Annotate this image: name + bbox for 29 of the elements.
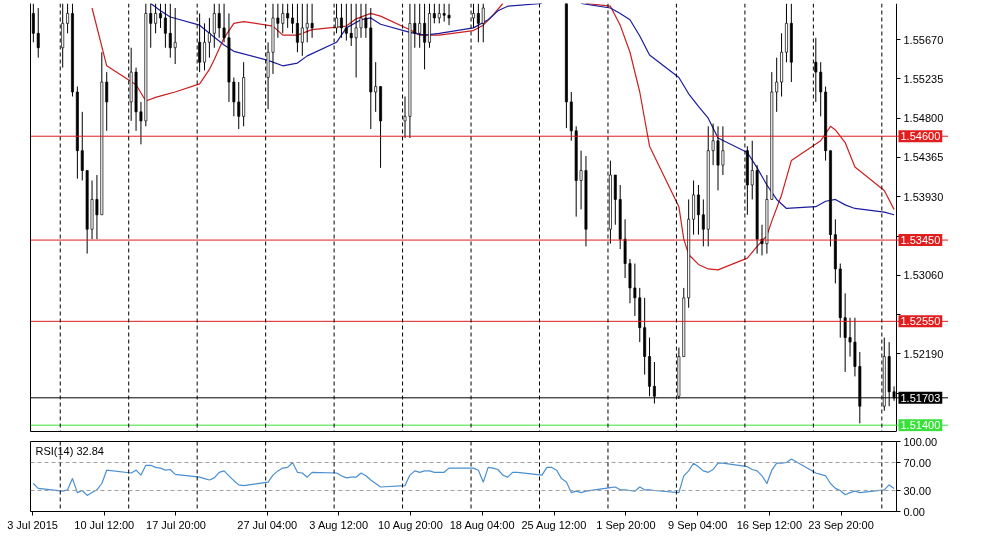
- x-tick-label: 9 Sep 04:00: [667, 518, 728, 531]
- ref-line-label: 1.52550: [900, 315, 941, 328]
- x-tick-label: 16 Sep 12:00: [736, 518, 803, 531]
- y-tick-label: 1.53060: [903, 269, 944, 282]
- y-tick-label: 100.00: [903, 435, 938, 448]
- x-tick-label: 3 Jul 2015: [7, 518, 58, 531]
- x-tick-label: 10 Aug 20:00: [378, 518, 443, 531]
- x-tick-label: 17 Jul 20:00: [146, 518, 206, 531]
- y-tick-label: 0.00: [903, 505, 925, 518]
- y-tick-label: 30.00: [903, 484, 932, 497]
- x-tick-label: 1 Sep 20:00: [596, 518, 656, 531]
- y-tick-label: 1.55670: [903, 33, 944, 46]
- ref-line-label: 1.54600: [900, 130, 941, 143]
- ref-line-label: 1.53450: [900, 234, 941, 247]
- y-tick-label: 1.55235: [903, 72, 944, 85]
- x-tick-label: 10 Jul 12:00: [74, 518, 135, 531]
- x-tick-label: 18 Aug 04:00: [449, 518, 515, 531]
- y-tick-label: 70.00: [903, 456, 932, 469]
- x-tick-label: 3 Aug 12:00: [309, 518, 369, 531]
- chart-title: RSI(14) 32.84: [35, 444, 104, 457]
- ref-line-label: 1.51400: [900, 419, 941, 432]
- y-tick-label: 1.54800: [903, 112, 944, 125]
- y-tick-label: 1.52190: [903, 347, 944, 360]
- x-tick-label: 27 Jul 04:00: [237, 518, 298, 531]
- ref-line-label: 1.51703: [900, 391, 941, 404]
- x-tick-label: 25 Aug 12:00: [521, 518, 587, 531]
- x-tick-label: 23 Sep 20:00: [808, 518, 874, 531]
- y-tick-label: 1.54365: [903, 151, 944, 164]
- y-tick-label: 1.53930: [903, 190, 944, 203]
